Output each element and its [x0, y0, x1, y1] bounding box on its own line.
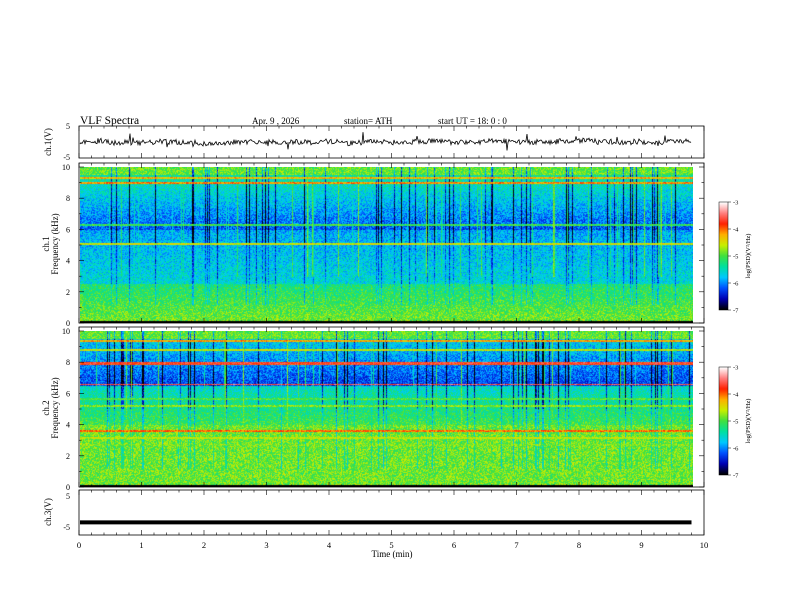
x-tick-label: 1: [139, 540, 143, 550]
y-tick-label: 4: [66, 421, 70, 430]
ch2-colorbar-label: log(PSD)(V²/Hz): [745, 399, 752, 444]
colorbar-tick-label: -4: [733, 227, 739, 234]
ch3-waveform-panel: 5 -5 ch.3(V): [43, 489, 705, 536]
x-tick-label: 5: [389, 540, 393, 550]
ch3-ytick-top: 5: [66, 492, 70, 501]
y-tick-label: 4: [66, 257, 70, 266]
ch1-spectrogram-panel: 0 2 4 6 8 10 ch.1 Frequency (kHz): [41, 162, 705, 328]
ch2-channel-label: ch.2: [41, 400, 51, 415]
colorbar-tick-label: -6: [733, 446, 739, 453]
colorbar-tick-label: -6: [733, 281, 739, 288]
y-tick-label: 6: [66, 225, 70, 234]
x-axis-tick-labels: 0 1 2 3 4 5 6 7 8 9 10: [77, 540, 708, 550]
x-tick-label: 4: [327, 540, 332, 550]
start-time-label: start UT = 18: 0 : 0: [438, 116, 507, 126]
x-tick-label: 6: [452, 540, 456, 550]
ch2-colorbar-gradient: [719, 367, 728, 475]
ch3-waveform-ylabel: ch.3(V): [43, 498, 53, 526]
colorbar-tick-label: -7: [733, 473, 739, 480]
x-tick-label: 9: [639, 540, 643, 550]
ch2-spectrogram-image: [80, 331, 693, 487]
colorbar-tick-label: -5: [733, 419, 738, 426]
ch2-spectrogram-panel: 0 2 4 6 8 10 ch.2 Frequency (kHz): [41, 326, 705, 492]
x-tick-label: 7: [514, 540, 518, 550]
ch1-colorbar-label: log(PSD)(V²/Hz): [745, 234, 752, 279]
ch1-colorbar: -3 -4 -5 -6 -7 log(PSD)(V²/Hz): [718, 200, 752, 315]
colorbar-tick-label: -3: [733, 200, 738, 207]
x-tick-label: 0: [77, 540, 81, 550]
date-label: Apr. 9 , 2026: [252, 116, 300, 126]
y-tick-label: 8: [66, 194, 70, 203]
ch2-spectrogram-ytick-labels: 0 2 4 6 8 10: [62, 327, 70, 492]
ch1-spectrogram-image: [80, 167, 693, 323]
ch3-waveform-frame: [78, 489, 705, 536]
x-tick-label: 3: [264, 540, 268, 550]
y-tick-label: 6: [66, 389, 70, 398]
y-tick-label: 0: [66, 483, 70, 492]
y-tick-label: 10: [62, 163, 70, 172]
y-tick-label: 2: [66, 288, 70, 297]
ch1-waveform-panel: 5 -5 ch.1(V): [43, 122, 705, 162]
ch1-channel-label: ch.1: [41, 236, 51, 251]
y-tick-label: 8: [66, 358, 70, 367]
x-axis-label: Time (min): [372, 549, 413, 559]
ch1-colorbar-gradient: [719, 202, 728, 310]
figure-title: VLF Spectra: [80, 115, 139, 127]
ch1-spectrogram-ytick-labels: 0 2 4 6 8 10: [62, 163, 70, 328]
ch1-colorbar-ticks: -3 -4 -5 -6 -7: [728, 200, 739, 315]
ch1-waveform-line: [79, 132, 692, 151]
y-tick-label: 10: [62, 327, 70, 336]
colorbar-tick-label: -4: [733, 392, 739, 399]
ch2-spectrogram-ticks: [78, 327, 705, 488]
ch1-frequency-ylabel: Frequency (kHz): [50, 213, 60, 274]
colorbar-tick-label: -3: [733, 365, 738, 372]
ch3-ytick-bottom: -5: [63, 523, 70, 532]
ch2-frequency-ylabel: Frequency (kHz): [50, 377, 60, 438]
ch1-ytick-bottom: -5: [63, 153, 70, 162]
x-tick-label: 10: [700, 540, 709, 550]
y-tick-label: 2: [66, 452, 70, 461]
ch1-waveform-ticks: [78, 126, 705, 158]
ch1-waveform-ylabel: ch.1(V): [43, 128, 53, 156]
ch1-spectrogram-ticks: [78, 163, 705, 324]
ch1-ytick-top: 5: [66, 122, 70, 131]
x-tick-label: 2: [202, 540, 206, 550]
ch2-colorbar: -3 -4 -5 -6 -7 log(PSD)(V²/Hz): [718, 365, 752, 480]
colorbar-tick-label: -5: [733, 254, 738, 261]
ch3-waveform-ticks: [78, 490, 705, 535]
x-tick-label: 8: [577, 540, 581, 550]
y-tick-label: 0: [66, 319, 70, 328]
station-label: station= ATH: [344, 116, 393, 126]
colorbar-tick-label: -7: [733, 308, 739, 315]
ch2-colorbar-ticks: -3 -4 -5 -6 -7: [728, 365, 739, 480]
